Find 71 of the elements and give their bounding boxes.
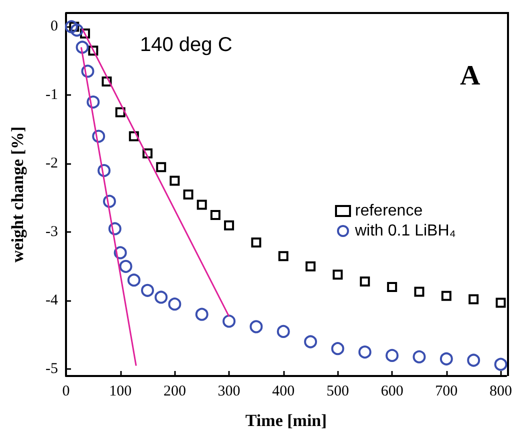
x-tick-label: 600	[380, 384, 404, 400]
point	[358, 346, 372, 359]
point	[412, 350, 426, 364]
point	[115, 107, 126, 118]
point	[304, 335, 318, 348]
y-axis-title: weight change [%]	[8, 126, 27, 262]
point	[70, 24, 84, 37]
y-tick-label: -1	[46, 87, 58, 104]
point	[414, 286, 424, 297]
point	[468, 294, 479, 304]
point	[276, 324, 290, 338]
point	[102, 194, 116, 208]
x-tick-label: 500	[326, 384, 349, 400]
y-tick-label: -2	[46, 156, 58, 172]
point	[170, 176, 180, 186]
point	[195, 308, 208, 321]
y-tick-label: 0	[50, 18, 58, 35]
point	[210, 210, 220, 220]
point	[98, 164, 111, 178]
point	[196, 200, 207, 210]
point	[360, 276, 370, 286]
point	[141, 284, 154, 297]
point	[183, 190, 194, 200]
point	[127, 274, 140, 287]
annotation: 140 deg C	[140, 34, 232, 56]
point	[86, 96, 100, 109]
point	[278, 251, 288, 262]
x-tick-label: 400	[272, 384, 295, 400]
point	[222, 314, 236, 328]
x-tick-label: 800	[490, 384, 512, 400]
y-tick-label: -4	[46, 292, 58, 309]
legend-label: with 0.1 LiBH₄	[354, 222, 456, 240]
x-tick-label: 200	[163, 384, 186, 400]
point	[331, 342, 344, 356]
point	[142, 148, 153, 158]
point	[494, 358, 508, 371]
point	[306, 261, 316, 272]
point	[168, 298, 182, 311]
point	[441, 290, 452, 301]
point	[119, 260, 132, 273]
point	[251, 237, 262, 248]
point	[224, 220, 234, 230]
point	[80, 28, 90, 39]
point	[76, 40, 89, 54]
point	[69, 22, 80, 32]
point	[467, 354, 480, 367]
point	[387, 282, 398, 292]
point	[88, 46, 98, 56]
point	[114, 246, 127, 260]
point	[64, 20, 78, 34]
point	[102, 76, 112, 86]
point	[108, 222, 122, 236]
annotation: A	[460, 60, 481, 92]
point	[496, 298, 506, 308]
y-tick-label: -3	[46, 224, 58, 240]
point	[250, 320, 263, 334]
legend-label: reference	[355, 202, 423, 220]
point	[128, 131, 139, 142]
x-tick-label: 100	[109, 384, 132, 400]
point	[92, 130, 106, 143]
point	[332, 270, 343, 280]
x-tick-label: 700	[435, 384, 458, 400]
point	[386, 348, 399, 362]
y-tick-label: -5	[46, 361, 58, 378]
x-axis-title: Time [min]	[245, 411, 327, 430]
point	[81, 64, 94, 78]
point	[154, 290, 168, 304]
point	[440, 352, 453, 366]
point	[156, 162, 166, 172]
x-tick-label: 0	[62, 384, 70, 400]
x-tick-label: 300	[218, 384, 240, 400]
